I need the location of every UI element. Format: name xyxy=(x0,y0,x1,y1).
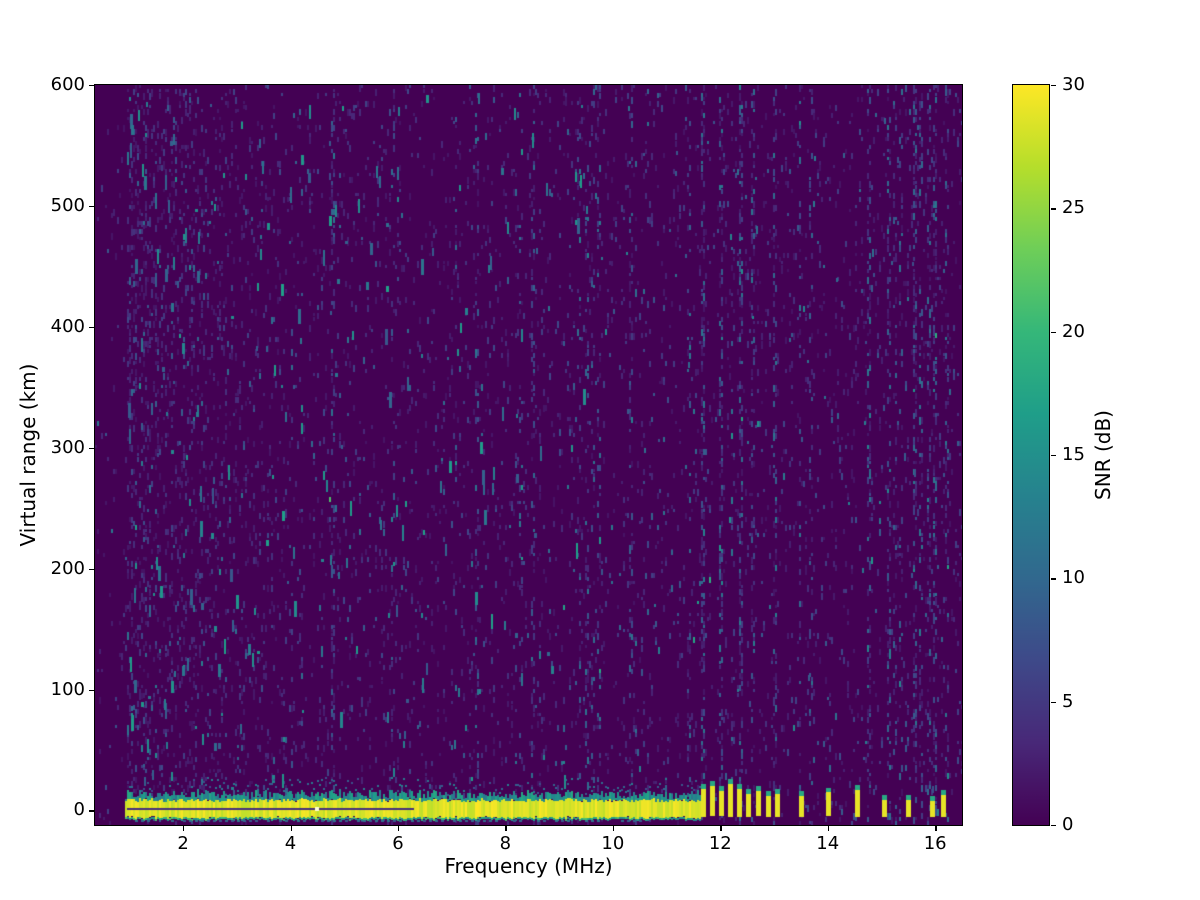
x-tick-mark xyxy=(935,826,937,831)
colorbar-tick-label: 0 xyxy=(1062,814,1074,835)
y-tick-mark xyxy=(89,447,94,450)
x-tick-mark xyxy=(397,826,400,831)
y-tick-label: 600 xyxy=(50,74,85,95)
y-tick-label: 0 xyxy=(73,799,85,821)
colorbar-tick-label: 30 xyxy=(1062,74,1085,95)
x-tick-label: 2 xyxy=(177,833,189,854)
x-tick-label: 4 xyxy=(284,833,297,854)
x-tick-mark xyxy=(827,826,830,831)
colorbar-tick-mark xyxy=(1051,208,1056,210)
y-tick-mark xyxy=(89,85,94,87)
colorbar-tick-mark xyxy=(1051,825,1056,827)
y-tick-label: 400 xyxy=(50,315,85,337)
x-tick-mark xyxy=(505,826,507,831)
x-tick-label: 14 xyxy=(816,833,840,854)
y-tick-label: 100 xyxy=(50,678,85,700)
colorbar-tick-label: 25 xyxy=(1062,197,1085,219)
colorbar-tick-label: 10 xyxy=(1062,567,1085,589)
colorbar-label: SNR (dB) xyxy=(1091,410,1115,500)
colorbar-tick-label: 5 xyxy=(1062,690,1074,712)
ionogram-heatmap xyxy=(94,84,963,826)
y-tick-mark xyxy=(89,205,94,208)
colorbar-tick-mark xyxy=(1051,85,1056,87)
x-tick-mark xyxy=(183,826,185,831)
y-tick-label: 200 xyxy=(50,557,85,579)
y-tick-label: 300 xyxy=(50,436,85,458)
colorbar-tick-mark xyxy=(1051,578,1056,580)
colorbar-tick-label: 15 xyxy=(1062,444,1085,465)
x-tick-mark xyxy=(612,826,615,831)
colorbar xyxy=(1012,84,1050,826)
y-tick-mark xyxy=(89,568,94,571)
colorbar-tick-mark xyxy=(1051,701,1056,704)
colorbar-tick-label: 20 xyxy=(1062,320,1085,342)
x-axis-label: Frequency (MHz) xyxy=(444,854,613,878)
x-tick-mark xyxy=(290,826,292,831)
x-tick-label: 16 xyxy=(923,833,947,854)
x-tick-mark xyxy=(720,826,722,831)
colorbar-tick-mark xyxy=(1051,331,1056,334)
x-tick-label: 8 xyxy=(499,833,512,854)
x-tick-label: 6 xyxy=(392,833,404,854)
colorbar-tick-mark xyxy=(1051,455,1056,457)
y-tick-label: 500 xyxy=(50,194,85,216)
y-tick-mark xyxy=(89,810,94,812)
y-tick-mark xyxy=(89,689,94,691)
x-tick-label: 12 xyxy=(708,833,732,854)
y-tick-mark xyxy=(89,326,94,329)
x-tick-label: 10 xyxy=(601,833,625,854)
